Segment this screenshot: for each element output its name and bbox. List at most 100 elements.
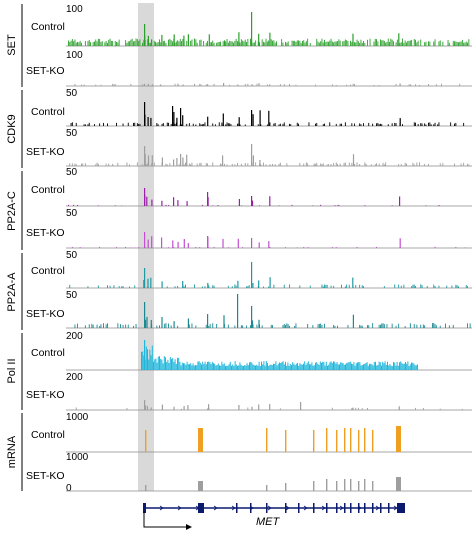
signal-peak — [461, 408, 463, 410]
signal-peak — [458, 42, 459, 46]
signal-peak — [279, 123, 281, 126]
signal-peak — [375, 361, 376, 370]
signal-peak — [153, 40, 155, 46]
signal-peak — [222, 113, 224, 126]
signal-peak — [240, 364, 242, 370]
signal-peak — [87, 286, 89, 288]
signal-peak — [90, 42, 91, 46]
signal-peak — [438, 285, 440, 288]
signal-peak — [318, 323, 320, 328]
signal-peak — [273, 123, 275, 126]
signal-peak — [97, 163, 99, 166]
signal-peak — [285, 361, 286, 370]
signal-peak — [399, 118, 401, 126]
intron-chevron-icon — [267, 505, 272, 511]
intron-chevron-icon — [249, 505, 254, 511]
signal-peak — [335, 41, 337, 46]
signal-peak — [178, 41, 180, 46]
signal-peak — [424, 123, 426, 126]
signal-peak — [151, 236, 153, 248]
signal-peak — [227, 123, 229, 126]
signal-peak — [402, 364, 404, 370]
signal-peak — [335, 162, 337, 166]
signal-peak — [212, 162, 214, 166]
signal-peak — [433, 284, 435, 288]
signal-peak — [113, 84, 115, 86]
signal-peak — [204, 122, 206, 126]
signal-peak — [399, 196, 401, 206]
signal-peak — [346, 40, 348, 46]
signal-peak — [380, 123, 381, 126]
signal-peak — [265, 164, 267, 166]
signal-peak — [273, 284, 275, 288]
signal-peak — [283, 364, 285, 370]
signal-peak — [274, 363, 276, 370]
signal-peak — [376, 365, 378, 370]
signal-peak — [322, 361, 324, 370]
signal-peak — [279, 408, 281, 410]
signal-peak — [382, 162, 384, 166]
scale-max-pp2a-c-ko: 50 — [66, 208, 78, 219]
signal-peak — [289, 83, 290, 86]
signal-peak — [339, 163, 341, 166]
signal-peak — [255, 162, 257, 166]
scale-max-pp2a-c-control: 50 — [66, 167, 78, 178]
signal-peak — [397, 365, 399, 370]
signal-peak — [114, 205, 116, 206]
signal-peak — [287, 41, 289, 46]
signal-peak — [230, 124, 232, 126]
signal-peak — [390, 365, 392, 370]
signal-peak — [350, 40, 351, 46]
signal-peak — [363, 123, 364, 126]
gene-exon — [364, 503, 366, 513]
signal-peak — [258, 83, 260, 86]
signal-peak — [456, 285, 458, 288]
signal-peak — [339, 364, 340, 370]
intron-chevron-icon — [195, 505, 200, 511]
signal-peak — [321, 325, 323, 328]
signal-peak — [359, 43, 361, 46]
signal-peak — [367, 39, 368, 46]
signal-peak — [433, 41, 435, 46]
signal-peak — [251, 200, 254, 206]
signal-peak — [398, 164, 400, 166]
signal-peak — [281, 39, 283, 46]
signal-peak — [442, 163, 444, 166]
signal-peak — [391, 366, 393, 370]
signal-peak — [403, 42, 405, 46]
signal-peak — [316, 362, 318, 370]
gene-exon — [372, 503, 374, 513]
signal-peak — [114, 84, 116, 86]
signal-peak — [333, 325, 335, 328]
signal-peak — [74, 163, 76, 166]
signal-peak — [150, 277, 152, 288]
signal-peak — [116, 41, 117, 46]
signal-peak — [268, 365, 270, 370]
signal-peak — [251, 196, 253, 206]
signal-peak — [231, 286, 233, 288]
gene-exon — [250, 503, 252, 513]
signal-peak — [309, 43, 311, 46]
signal-peak — [174, 359, 176, 370]
signal-peak — [307, 324, 309, 328]
signal-peak — [297, 362, 298, 370]
signal-peak — [87, 41, 89, 46]
signal-peak — [99, 39, 101, 46]
signal-peak — [408, 40, 410, 46]
signal-peak — [180, 365, 182, 370]
signal-peak — [363, 41, 364, 46]
signal-peak — [181, 41, 182, 46]
signal-peak — [213, 42, 215, 46]
signal-peak — [177, 325, 179, 328]
signal-peak — [252, 364, 254, 370]
signal-peak — [269, 122, 271, 126]
signal-peak — [283, 122, 285, 126]
signal-peak — [344, 286, 346, 288]
signal-peak — [408, 366, 410, 370]
signal-peak — [258, 33, 260, 46]
signal-peak — [214, 363, 216, 370]
signal-peak — [182, 157, 184, 166]
signal-peak — [208, 34, 210, 46]
signal-peak — [69, 163, 71, 166]
signal-peak — [387, 38, 389, 46]
